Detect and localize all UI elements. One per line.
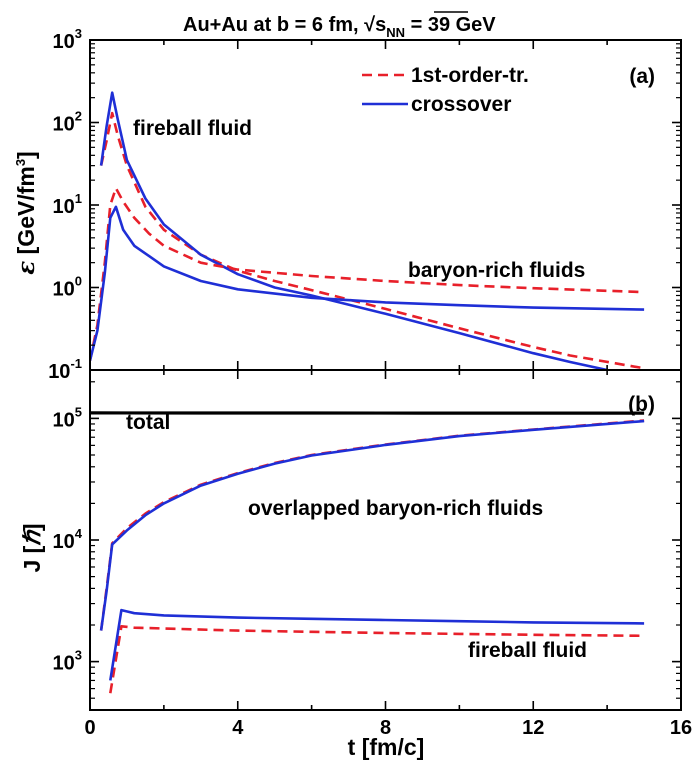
panel-a-ylabel: ε [GeV/fm3]: [13, 151, 40, 274]
x-axis-label: t [fm/c]: [348, 734, 425, 760]
panel-b-ylabel: J [ℏ]: [19, 523, 45, 572]
annotation-baryon-rich-fluids: baryon-rich fluids: [408, 259, 585, 282]
panel-a-label: (a): [629, 65, 655, 88]
panel-a-frame: [89, 39, 682, 371]
annotation-total: total: [126, 411, 170, 434]
x-tick-label: 12: [522, 717, 544, 739]
x-tick-label: 8: [380, 717, 391, 739]
annotation-fireball-fluid-a: fireball fluid: [133, 117, 252, 140]
panel-a: 10-1 100 101 102 103 (a) 1st-order-tr. cross…: [13, 26, 682, 383]
panel-b-label: (b): [628, 393, 655, 416]
series-line-first-order-1: [99, 419, 645, 631]
y-tick-label: 101: [53, 191, 82, 218]
y-tick-label: 100: [53, 274, 82, 301]
figure-title: Au+Au at b = 6 fm, √sNN = 39 GeV: [183, 14, 496, 40]
x-tick-label: 0: [84, 717, 95, 739]
y-tick-label: 105: [53, 404, 82, 431]
series-line-crossover-4: [109, 608, 645, 681]
series-line-crossover-1: [99, 91, 608, 370]
legend: 1st-order-tr. crossover: [362, 64, 529, 116]
y-tick-label: 10-1: [48, 356, 82, 383]
y-tick-label: 104: [53, 526, 83, 553]
annotation-overlapped-baryon-rich-fluids: overlapped baryon-rich fluids: [248, 497, 543, 520]
series-line-first-order-0: [99, 111, 645, 370]
x-tick-label: 4: [232, 717, 244, 739]
legend-label-first-order: 1st-order-tr.: [411, 64, 529, 87]
annotation-fireball-fluid-b: fireball fluid: [468, 639, 587, 662]
panel-b-frame: [89, 369, 682, 711]
x-tick-label: 16: [670, 717, 692, 739]
y-tick-label: 103: [53, 26, 82, 53]
legend-label-crossover: crossover: [411, 93, 511, 116]
panel-b-series: [90, 411, 645, 694]
y-tick-label: 102: [53, 109, 82, 136]
series-line-crossover-2: [99, 419, 645, 631]
panel-b: 0 4 8 12 16 103 104 105 (b) total overlapped ba…: [19, 369, 692, 739]
panel-a-series: [90, 91, 645, 370]
y-tick-label: 103: [53, 648, 82, 675]
series-line-crossover-3: [90, 205, 645, 361]
